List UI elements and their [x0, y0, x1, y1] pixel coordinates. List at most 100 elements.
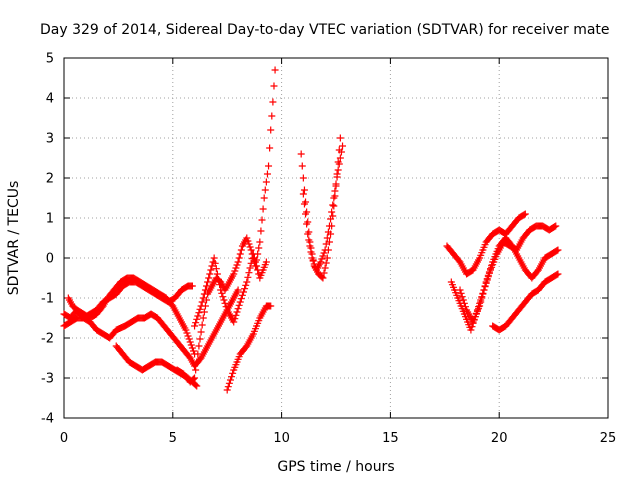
data-point	[271, 66, 279, 74]
data-point	[317, 258, 325, 266]
data-point	[333, 173, 341, 181]
data-point	[554, 270, 562, 278]
data-point	[330, 202, 338, 210]
data-point	[306, 242, 314, 250]
data-point	[198, 298, 206, 306]
x-tick-label: 25	[600, 431, 617, 446]
data-point	[225, 379, 233, 387]
data-point	[320, 269, 328, 277]
data-point	[468, 323, 476, 331]
data-point	[237, 295, 245, 303]
data-point	[322, 240, 330, 248]
data-point	[481, 282, 489, 290]
data-point	[237, 246, 245, 254]
data-point	[551, 223, 559, 231]
data-point	[253, 262, 261, 270]
data-point	[245, 240, 253, 248]
data-point	[303, 220, 311, 228]
plot-frame	[63, 57, 609, 419]
data-point	[212, 265, 220, 273]
data-point	[328, 208, 336, 216]
data-point	[195, 309, 203, 317]
data-point	[200, 290, 208, 298]
data-point	[191, 322, 199, 330]
data-point	[322, 259, 330, 267]
y-tick-label: 0	[46, 252, 54, 267]
series-arc-j	[443, 210, 529, 278]
data-point	[308, 254, 316, 262]
data-point	[243, 278, 251, 286]
data-point	[309, 257, 317, 265]
data-point	[192, 366, 200, 374]
axis-ticks: 0 5 10 15 20 25 -4 -3 -2 -1 0 1 2 3 4 5	[41, 52, 616, 447]
series-arc-c	[64, 274, 199, 358]
data-point	[184, 332, 192, 340]
data-point	[222, 303, 230, 311]
data-point	[230, 270, 238, 278]
y-tick-label: -3	[41, 372, 54, 387]
data-point	[266, 144, 274, 152]
data-point	[486, 265, 494, 273]
series-arc-m	[489, 270, 562, 334]
data-point	[211, 259, 219, 267]
data-point	[552, 222, 560, 230]
series-arc-l	[456, 234, 562, 326]
data-point	[234, 305, 242, 313]
data-point	[456, 286, 464, 294]
x-tick-label: 20	[491, 431, 508, 446]
data-point	[192, 319, 200, 327]
data-points	[60, 66, 562, 394]
data-point	[336, 154, 344, 162]
series-arc-i	[299, 142, 347, 274]
data-point	[213, 270, 221, 278]
data-point	[235, 301, 243, 309]
data-point	[478, 294, 486, 302]
data-point	[199, 294, 207, 302]
data-point	[196, 305, 204, 313]
data-point	[479, 290, 487, 298]
data-point	[236, 250, 244, 258]
data-point	[216, 281, 224, 289]
data-point	[460, 299, 468, 307]
data-point	[319, 274, 327, 282]
data-point	[234, 286, 242, 294]
data-point	[261, 186, 269, 194]
data-point	[483, 275, 491, 283]
data-point	[207, 266, 215, 274]
series-arc-f	[191, 250, 270, 330]
data-point	[192, 381, 200, 389]
data-point	[553, 247, 561, 255]
data-point	[321, 264, 329, 272]
data-point	[458, 293, 466, 301]
data-point	[247, 246, 255, 254]
data-point	[193, 382, 201, 390]
data-point	[520, 211, 528, 219]
data-point	[327, 215, 335, 223]
data-point	[206, 270, 214, 278]
data-point	[459, 296, 467, 304]
data-point	[553, 271, 561, 279]
data-point	[488, 261, 496, 269]
data-point	[337, 148, 345, 156]
data-point	[194, 350, 202, 358]
data-point	[257, 227, 265, 235]
data-point	[201, 286, 209, 294]
data-point	[197, 302, 205, 310]
x-tick-label: 15	[382, 431, 399, 446]
data-point	[258, 216, 266, 224]
x-tick-label: 10	[273, 431, 290, 446]
data-point	[249, 250, 257, 258]
data-point	[189, 347, 197, 355]
x-axis-label: GPS time / hours	[277, 459, 394, 475]
data-point	[187, 341, 195, 349]
data-point	[270, 82, 278, 90]
data-point	[232, 311, 240, 319]
data-point	[265, 162, 273, 170]
data-point	[325, 222, 333, 230]
data-point	[255, 244, 263, 252]
series-arc-g	[223, 302, 275, 394]
y-tick-label: 4	[46, 92, 54, 107]
data-point	[195, 342, 203, 350]
data-point	[323, 234, 331, 242]
data-point	[198, 321, 206, 329]
